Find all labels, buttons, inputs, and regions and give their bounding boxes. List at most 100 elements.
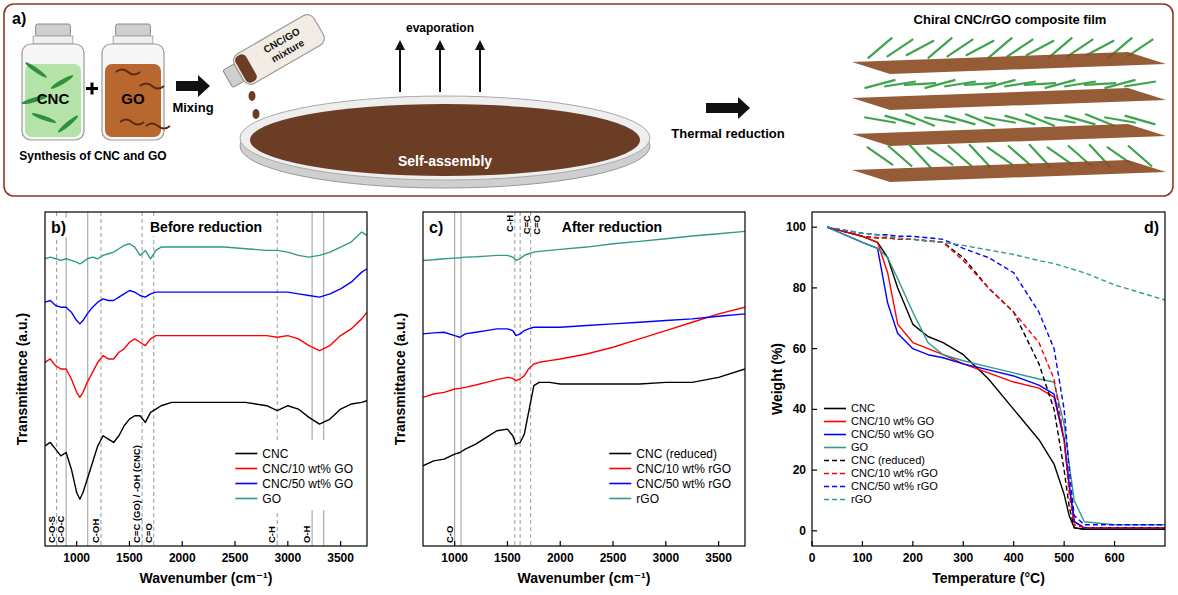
vial-cap xyxy=(36,24,71,36)
x-tick-label: 600 xyxy=(1105,551,1125,565)
band-line xyxy=(87,212,88,546)
x-tick xyxy=(234,541,235,546)
cnc-rod xyxy=(1026,40,1054,55)
x-tick-label: 0 xyxy=(809,551,816,565)
x-tick xyxy=(811,541,812,546)
label-line: mixture xyxy=(269,37,306,65)
rgo-sheet xyxy=(852,160,1166,182)
y-tick-label: 100 xyxy=(786,220,806,234)
x-tick-label: 1500 xyxy=(494,551,521,565)
legend-label: CNC xyxy=(851,402,875,414)
series-line xyxy=(827,227,1165,528)
legend-label: CNC/50 wt% GO xyxy=(851,428,935,440)
rgo-sheet xyxy=(852,124,1166,146)
legend-swatch xyxy=(609,498,631,500)
legend: CNC (reduced)CNC/10 wt% rGOCNC/50 wt% rG… xyxy=(605,440,739,510)
series-line xyxy=(827,227,1165,525)
y-tick-label: 60 xyxy=(793,342,807,356)
band-label: C=O xyxy=(531,215,542,235)
band-line xyxy=(66,212,67,546)
y-tick xyxy=(812,287,817,288)
x-tick xyxy=(718,541,719,546)
drop xyxy=(253,109,260,119)
band-label: C-H xyxy=(266,526,277,543)
band-label: C-O xyxy=(444,526,455,543)
go-sheet xyxy=(140,84,164,89)
text-patch xyxy=(427,218,445,237)
band-line xyxy=(530,212,531,546)
y-tick-label: 0 xyxy=(799,524,806,538)
chart-panel: 100015002000250030003500Wavenumber (cm⁻¹… xyxy=(14,212,367,586)
legend-label: CNC/10 wt% rGO xyxy=(851,467,938,479)
legend-label: CNC/10 wt% GO xyxy=(851,415,935,427)
cnc-rod xyxy=(57,114,80,134)
cnc-rod xyxy=(925,80,956,88)
legend-label: CNC/50 wt% GO xyxy=(262,477,353,491)
cnc-rod xyxy=(1025,114,1055,126)
text-patch xyxy=(1142,218,1161,237)
vial-body xyxy=(231,12,328,87)
vial-label: CNC/GOmixture xyxy=(262,25,308,65)
cnc-rod xyxy=(865,80,896,88)
y-axis-title: Weight (%) xyxy=(769,343,785,415)
legend-label: rGO xyxy=(636,492,659,506)
band-label: C-O-C xyxy=(55,515,66,543)
legend-label: CNC xyxy=(262,447,288,461)
legend-label: CNC/10 wt% rGO xyxy=(636,462,731,476)
vial-body xyxy=(102,44,164,140)
cnc-rod xyxy=(985,80,1016,88)
legend-swatch xyxy=(824,460,846,462)
x-tick xyxy=(1013,541,1014,546)
y-tick xyxy=(812,348,817,349)
band-line xyxy=(56,212,57,546)
legend-label: rGO xyxy=(851,493,872,505)
evaporation-arrow xyxy=(399,48,401,92)
plus-bar xyxy=(91,83,94,95)
cnc-rod xyxy=(1085,114,1115,126)
x-tick xyxy=(129,541,130,546)
go-sheet xyxy=(116,70,140,75)
x-axis-title: Temperature (°C) xyxy=(932,570,1045,586)
legend-label: CNC/10 wt% GO xyxy=(262,462,353,476)
x-tick-label: 500 xyxy=(1054,551,1074,565)
band-label: C=C xyxy=(521,215,532,234)
caption: Chiral CNC/rGO composite film xyxy=(914,12,1107,27)
legend-swatch xyxy=(824,421,846,423)
legend-swatch xyxy=(609,453,631,455)
x-tick-label: 100 xyxy=(852,551,872,565)
plot-frame xyxy=(423,212,745,546)
x-axis-title: Wavenumber (cm⁻¹) xyxy=(140,570,273,586)
vial-neck xyxy=(33,36,73,44)
chart-panel: 100015002000250030003500Wavenumber (cm⁻¹… xyxy=(392,212,745,586)
series-line xyxy=(827,227,1165,300)
rgo-sheet xyxy=(852,52,1166,74)
go-sheet xyxy=(146,124,170,129)
vial-liquid xyxy=(233,53,258,85)
chart-title: After reduction xyxy=(562,219,662,235)
evaporation-arrow xyxy=(439,48,441,92)
series-line xyxy=(423,369,745,466)
panel-label: d) xyxy=(1144,219,1159,236)
figure: a)CNCGOSynthesis of CNC and GOMixingSelf… xyxy=(0,0,1178,595)
x-tick xyxy=(507,541,508,546)
chart-panel: 0100200300400500600020406080100Temperatu… xyxy=(769,212,1165,586)
legend-swatch xyxy=(824,447,846,449)
x-tick xyxy=(560,541,561,546)
cnc-rod xyxy=(905,114,935,126)
band-label: C=C (GO) / -OH (CNC) xyxy=(131,445,142,543)
y-tick-label: 80 xyxy=(793,281,807,295)
legend-swatch xyxy=(824,473,846,475)
x-tick-label: 2000 xyxy=(547,551,574,565)
legend: CNCCNC/10 wt% GOCNC/50 wt% GOGO xyxy=(231,440,361,510)
band-label: C-H xyxy=(504,215,515,232)
y-tick xyxy=(812,409,817,410)
legend-swatch xyxy=(235,453,257,455)
vial-neck xyxy=(113,36,153,44)
cnc-rod xyxy=(987,147,1013,165)
y-tick-label: 40 xyxy=(793,402,807,416)
arrow-head xyxy=(475,40,485,50)
vial-label: CNC xyxy=(37,90,70,107)
x-axis-title: Wavenumber (cm⁻¹) xyxy=(518,570,651,586)
x-tick xyxy=(1064,541,1065,546)
band-label: C-OH xyxy=(90,519,101,543)
